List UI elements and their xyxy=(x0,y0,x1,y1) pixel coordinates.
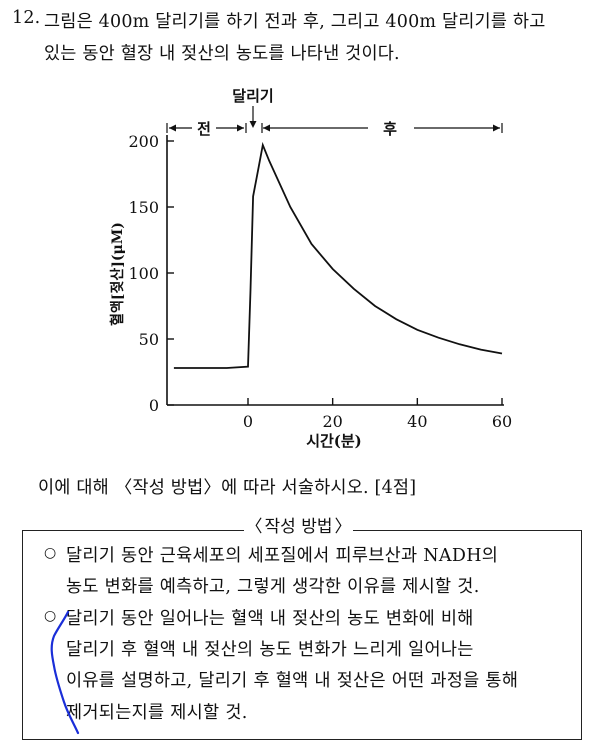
after-arrow-left-head xyxy=(263,124,270,132)
item-1-line-2: 농도 변화를 예측하고, 그렇게 생각한 이유를 제시할 것. xyxy=(66,577,480,597)
item-1-line-1: 달리기 동안 근육세포의 세포질에서 피루브산과 NADH의 xyxy=(66,546,499,566)
bullet-2: ○ xyxy=(44,608,57,624)
after-arrow-right-head xyxy=(493,124,500,132)
x-tick-label-20: 20 xyxy=(322,412,342,431)
phase-label-running: 달리기 xyxy=(232,87,273,105)
phase-label-before: 전 xyxy=(197,120,211,138)
chart-axes xyxy=(166,135,504,406)
y-tick-label-0: 0 xyxy=(149,396,159,415)
chart-ticks: 0 50 100 150 200 0 20 40 60 xyxy=(128,132,512,431)
lactate-curve xyxy=(173,141,503,369)
question-line-1: 그림은 400m 달리기를 하기 전과 후, 그리고 400m 달리기를 하고 xyxy=(44,12,546,32)
method-box-title-text: 작성 방법 xyxy=(262,517,335,537)
y-tick-label-150: 150 xyxy=(128,198,159,217)
item-2-line-1: 달리기 동안 일어나는 혈액 내 젖산의 농도 변화에 비해 xyxy=(66,609,474,629)
running-arrow-head xyxy=(249,121,257,128)
bullet-1: ○ xyxy=(44,545,57,561)
instruction-text: 이에 대해 〈작성 방법〉에 따라 서술하시오. [4점] xyxy=(38,478,417,498)
before-arrow-right-head xyxy=(237,124,244,132)
y-tick-label-200: 200 xyxy=(128,132,159,151)
item-2-line-2: 달리기 후 혈액 내 젖산의 농도 변화가 느리게 일어나는 xyxy=(66,640,474,660)
question-number: 12. xyxy=(12,8,41,28)
before-arrow-left-head xyxy=(169,124,176,132)
x-tick-label-40: 40 xyxy=(407,412,427,431)
phase-label-after: 후 xyxy=(383,120,397,138)
y-tick-label-100: 100 xyxy=(128,264,159,283)
y-tick-label-50: 50 xyxy=(139,330,159,349)
x-tick-label-60: 60 xyxy=(492,412,512,431)
method-box-title: 〈 작성 방법 〉 xyxy=(243,517,354,537)
item-2-line-3: 이유를 설명하고, 달리기 후 혈액 내 젖산은 어떤 과정을 통해 xyxy=(66,671,519,691)
question-line-2: 있는 동안 혈장 내 젖산의 농도를 나타낸 것이다. xyxy=(44,44,400,64)
item-2-line-4: 제거되는지를 제시할 것. xyxy=(66,703,248,723)
x-axis-label: 시간(분) xyxy=(306,432,362,450)
x-tick-label-0: 0 xyxy=(243,412,253,431)
y-axis-label: 혈액[젖산](μM) xyxy=(109,222,126,326)
